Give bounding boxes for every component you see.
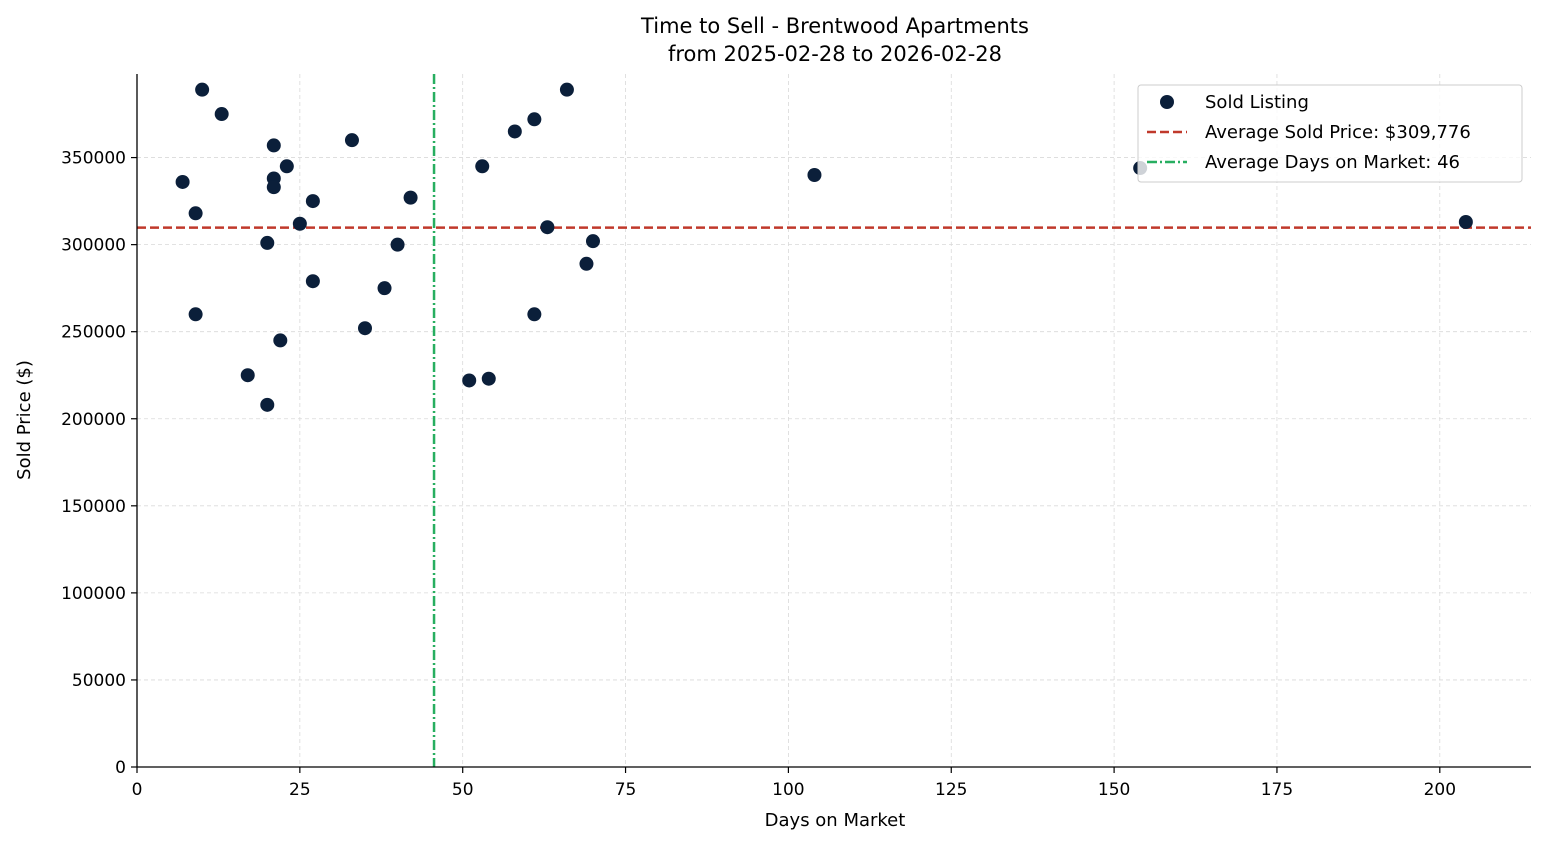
data-point (390, 237, 405, 252)
data-point (266, 138, 281, 153)
x-tick-label: 150 (1098, 780, 1130, 800)
data-point (195, 82, 210, 97)
legend-label-avg-days: Average Days on Market: 46 (1205, 152, 1460, 173)
x-tick-label: 100 (772, 780, 804, 800)
data-point (559, 82, 574, 97)
chart-subtitle: from 2025-02-28 to 2026-02-28 (668, 42, 1002, 66)
reference-lines (137, 74, 1531, 767)
data-point (188, 307, 203, 322)
data-point (527, 307, 542, 322)
data-point (188, 206, 203, 221)
data-point (305, 194, 320, 209)
data-point (540, 220, 555, 235)
data-point (214, 107, 229, 122)
y-tick-label: 150000 (61, 497, 126, 517)
y-axis-label: Sold Price ($) (14, 360, 35, 480)
data-point (585, 234, 600, 249)
data-point (481, 371, 496, 386)
data-point (475, 159, 490, 174)
data-point (260, 397, 275, 412)
data-point (266, 180, 281, 195)
data-point (403, 190, 418, 205)
x-tick-label: 75 (615, 780, 637, 800)
data-point (1458, 215, 1473, 230)
chart-title: Time to Sell - Brentwood Apartments (640, 14, 1029, 38)
data-point (175, 174, 190, 189)
data-point (807, 167, 822, 182)
legend-label-avg-price: Average Sold Price: $309,776 (1205, 122, 1471, 143)
data-point (344, 133, 359, 148)
y-tick-label: 0 (115, 758, 126, 778)
data-point (357, 321, 372, 336)
y-tick-label: 100000 (61, 584, 126, 604)
y-tick-label: 350000 (61, 149, 126, 169)
data-point (579, 256, 594, 271)
x-tick-label: 0 (132, 780, 143, 800)
data-point (305, 274, 320, 289)
y-tick-label: 50000 (72, 671, 126, 691)
legend-marker-sold (1160, 95, 1174, 109)
data-point (527, 112, 542, 127)
x-tick-label: 50 (452, 780, 474, 800)
data-point (240, 368, 255, 383)
x-tick-label: 200 (1424, 780, 1456, 800)
y-tick-label: 250000 (61, 323, 126, 343)
legend-box (1137, 84, 1523, 183)
data-point (273, 333, 288, 348)
data-point (462, 373, 477, 388)
data-point (292, 216, 307, 231)
data-point (260, 235, 275, 250)
y-tick-label: 200000 (61, 410, 126, 430)
axes: 0 25 50 75 100 125 150 175 200 0 50000 100000 150000… (61, 74, 1531, 800)
x-tick-label: 175 (1261, 780, 1293, 800)
legend-label-sold: Sold Listing (1205, 92, 1309, 113)
legend: Sold Listing Average Sold Price: $309,77… (1137, 84, 1523, 183)
data-point (279, 159, 294, 174)
x-tick-label: 25 (289, 780, 311, 800)
x-axis-label: Days on Market (765, 810, 906, 831)
data-point (377, 281, 392, 296)
x-tick-label: 125 (935, 780, 967, 800)
data-point (507, 124, 522, 139)
y-tick-label: 300000 (61, 236, 126, 256)
